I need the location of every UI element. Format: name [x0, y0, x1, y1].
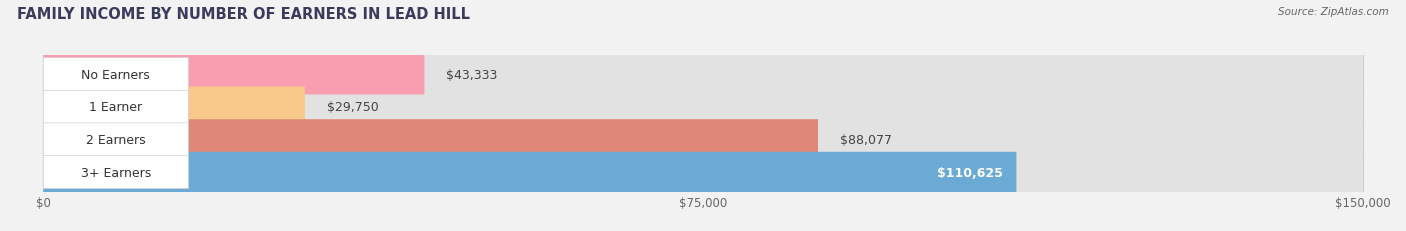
Text: $43,333: $43,333 [447, 68, 498, 81]
Text: 1 Earner: 1 Earner [89, 101, 142, 114]
Text: No Earners: No Earners [82, 68, 150, 81]
FancyBboxPatch shape [44, 156, 188, 189]
FancyBboxPatch shape [44, 152, 1362, 192]
Text: FAMILY INCOME BY NUMBER OF EARNERS IN LEAD HILL: FAMILY INCOME BY NUMBER OF EARNERS IN LE… [17, 7, 470, 22]
Text: 2 Earners: 2 Earners [86, 133, 146, 146]
FancyBboxPatch shape [44, 120, 818, 160]
FancyBboxPatch shape [44, 55, 425, 95]
FancyBboxPatch shape [44, 58, 188, 91]
Text: 3+ Earners: 3+ Earners [80, 166, 150, 179]
FancyBboxPatch shape [44, 120, 1362, 160]
FancyBboxPatch shape [44, 91, 188, 124]
Text: $88,077: $88,077 [839, 133, 891, 146]
Text: $29,750: $29,750 [328, 101, 378, 114]
FancyBboxPatch shape [44, 152, 1017, 192]
FancyBboxPatch shape [44, 55, 1362, 95]
Text: Source: ZipAtlas.com: Source: ZipAtlas.com [1278, 7, 1389, 17]
FancyBboxPatch shape [44, 87, 1362, 128]
FancyBboxPatch shape [44, 123, 188, 156]
Text: $110,625: $110,625 [938, 166, 1002, 179]
FancyBboxPatch shape [44, 87, 305, 128]
